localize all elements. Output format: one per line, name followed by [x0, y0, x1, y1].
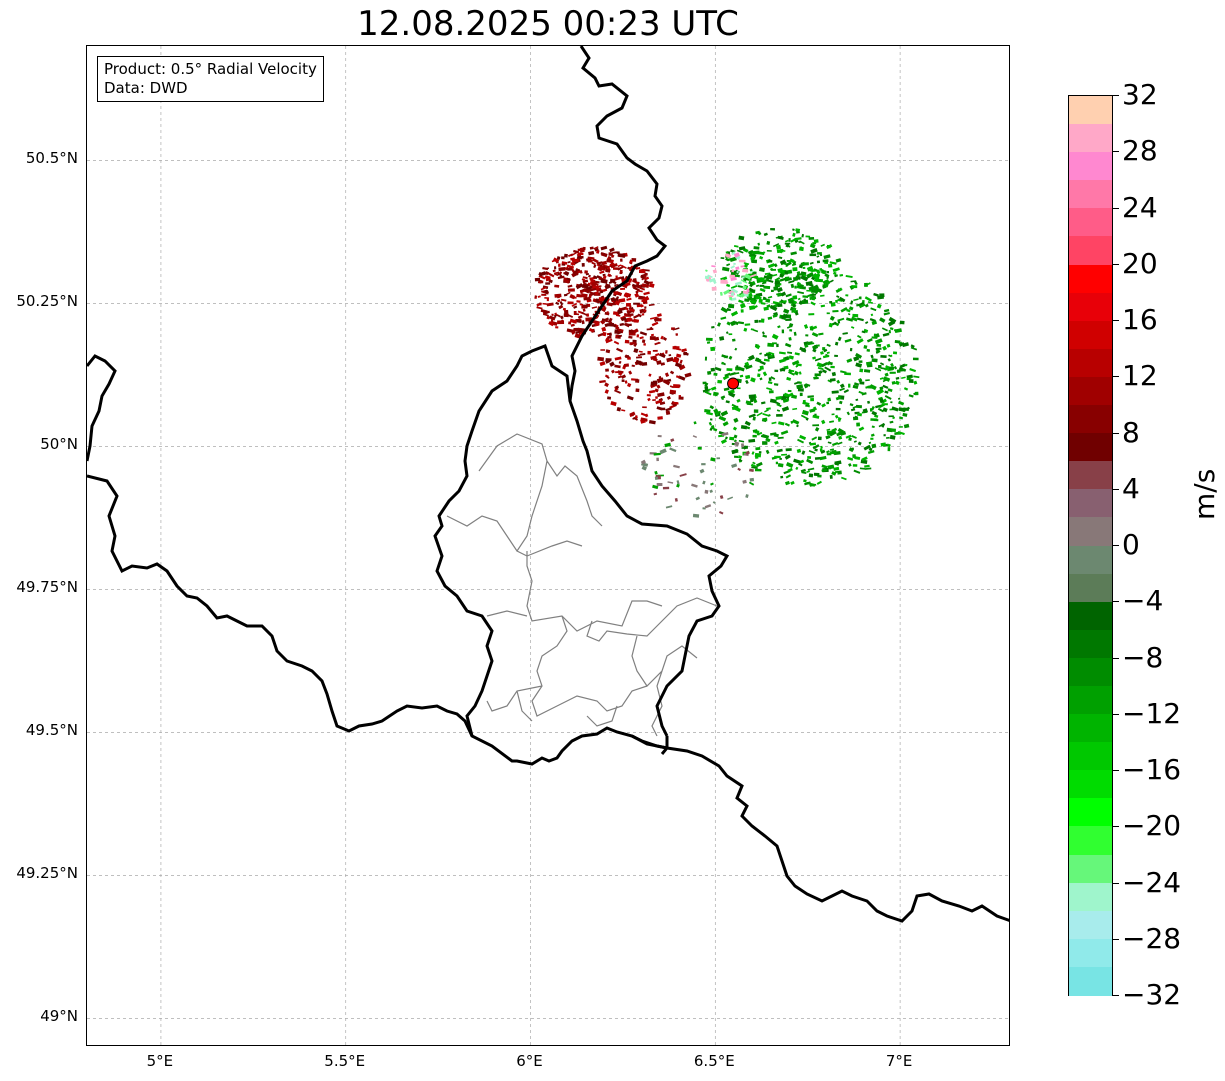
colorbar-segment	[1069, 376, 1112, 406]
colorbar-tick	[1113, 376, 1119, 378]
colorbar-segment	[1069, 882, 1112, 912]
map-title: 12.08.2025 00:23 UTC	[357, 4, 739, 44]
colorbar-segment	[1069, 208, 1112, 238]
velocity-colorbar	[1068, 95, 1113, 996]
colorbar-tick-label: 4	[1122, 471, 1140, 505]
latitude-label: 49°N	[40, 1007, 78, 1026]
colorbar-segment	[1069, 573, 1112, 603]
border-fr-de	[631, 734, 1009, 923]
colorbar-tick-label: −24	[1122, 865, 1182, 899]
colorbar-tick-label: 0	[1122, 528, 1140, 561]
colorbar-tick	[1113, 882, 1119, 884]
colorbar-tick	[1113, 95, 1119, 96]
product-info-box: Product: 0.5° Radial Velocity Data: DWD	[97, 56, 324, 102]
border-lux-de	[568, 46, 730, 737]
colorbar-segment	[1069, 405, 1112, 434]
colorbar-segment	[1069, 910, 1112, 940]
colorbar-tick-label: 20	[1122, 246, 1158, 280]
colorbar-segment	[1069, 489, 1112, 518]
borders	[87, 46, 1009, 923]
latitude-label: 49.25°N	[16, 864, 78, 883]
gridlines	[87, 46, 1009, 1045]
colorbar-tick-label: −28	[1122, 921, 1182, 955]
longitude-label: 6.5°E	[693, 1052, 735, 1070]
colorbar-segment	[1069, 629, 1112, 659]
colorbar-tick-label: 32	[1122, 78, 1158, 111]
radar-echoes	[534, 228, 920, 518]
colorbar-tick-label: −8	[1122, 640, 1164, 674]
colorbar-tick	[1113, 488, 1119, 490]
colorbar-tick	[1113, 938, 1119, 940]
colorbar-segment	[1069, 545, 1112, 575]
colorbar-tick-label: −20	[1122, 809, 1182, 843]
colorbar-segment	[1069, 433, 1112, 462]
colorbar-segment	[1069, 517, 1112, 547]
colorbar-tick-label: 12	[1122, 359, 1158, 393]
colorbar-tick	[1113, 151, 1119, 153]
colorbar-tick	[1113, 601, 1119, 603]
colorbar-tick	[1113, 545, 1119, 546]
latitude-label: 50.25°N	[16, 292, 78, 311]
colorbar-segment	[1069, 770, 1112, 799]
colorbar-tick	[1113, 826, 1119, 828]
canton-boundaries	[446, 433, 718, 737]
colorbar-segment	[1069, 826, 1112, 856]
colorbar-tick	[1113, 207, 1119, 209]
colorbar-segment	[1069, 601, 1112, 631]
latitude-label: 50°N	[40, 435, 78, 454]
colorbar-segment	[1069, 854, 1112, 884]
colorbar-tick	[1113, 770, 1119, 771]
colorbar-tick	[1113, 320, 1119, 321]
colorbar-segment	[1069, 938, 1112, 968]
longitude-label: 6°E	[516, 1052, 543, 1070]
colorbar-tick-label: 8	[1122, 415, 1140, 449]
latitude-label: 50.5°N	[25, 149, 78, 168]
latitude-label: 49.75°N	[16, 578, 78, 597]
colorbar-segment	[1069, 124, 1112, 153]
colorbar-tick-label: 16	[1122, 303, 1158, 336]
colorbar-segment	[1069, 685, 1112, 715]
colorbar-tick	[1113, 263, 1119, 265]
border-lux-fr-be	[433, 344, 668, 766]
colorbar-segment	[1069, 714, 1112, 743]
colorbar-segment	[1069, 320, 1112, 350]
map-canvas	[87, 46, 1009, 1045]
radar-site-marker[interactable]	[727, 377, 740, 390]
colorbar-segment	[1069, 152, 1112, 181]
data-source-label: Data: DWD	[104, 79, 188, 97]
colorbar-tick-label: −32	[1122, 978, 1182, 1011]
map-area[interactable]	[86, 45, 1010, 1046]
colorbar-tick-label: 28	[1122, 134, 1158, 168]
colorbar-segment	[1069, 966, 1112, 996]
product-label: Product: 0.5° Radial Velocity	[104, 60, 317, 78]
latitude-label: 49.5°N	[25, 721, 78, 740]
colorbar-tick	[1113, 995, 1119, 996]
colorbar-segment	[1069, 292, 1112, 322]
border-nl-be	[87, 354, 117, 462]
colorbar-segment	[1069, 742, 1112, 771]
colorbar-tick	[1113, 713, 1119, 715]
colorbar-segment	[1069, 348, 1112, 378]
colorbar-tick	[1113, 657, 1119, 659]
longitude-label: 5.5°E	[324, 1052, 366, 1070]
colorbar-segment	[1069, 96, 1112, 125]
colorbar-tick-label: −12	[1122, 696, 1182, 730]
colorbar-tick-label: −4	[1122, 584, 1164, 618]
colorbar-segment	[1069, 264, 1112, 294]
colorbar-tick-label: −16	[1122, 753, 1182, 786]
colorbar-segment	[1069, 461, 1112, 490]
colorbar-segment	[1069, 657, 1112, 687]
longitude-label: 5°E	[146, 1052, 174, 1070]
colorbar-unit-label: m/s	[1188, 468, 1221, 520]
colorbar-tick	[1113, 432, 1119, 434]
colorbar-segment	[1069, 798, 1112, 828]
colorbar-segment	[1069, 236, 1112, 266]
colorbar-segment	[1069, 180, 1112, 209]
longitude-label: 7°E	[885, 1052, 913, 1070]
colorbar-tick-label: 24	[1122, 190, 1158, 224]
border-fr-be-west	[87, 474, 474, 737]
